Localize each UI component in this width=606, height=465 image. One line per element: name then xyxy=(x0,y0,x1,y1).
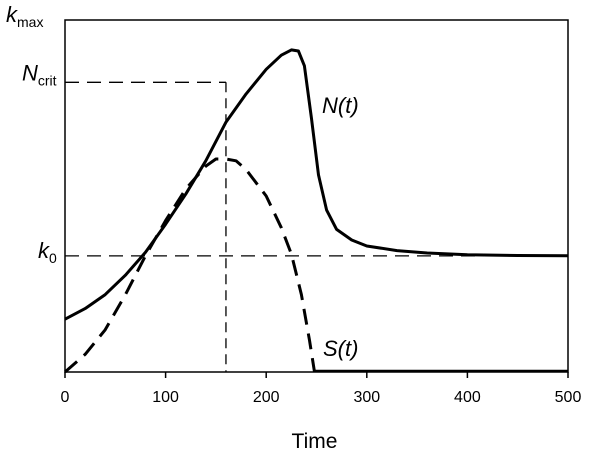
y-label-ncrit: Ncrit xyxy=(22,60,57,88)
x-axis-title: Time xyxy=(292,430,338,453)
reference-lines xyxy=(65,81,568,372)
plot-series xyxy=(64,48,569,374)
x-tick-label: 100 xyxy=(152,389,179,406)
series-line-s xyxy=(64,157,316,374)
y-label-k0: k0 xyxy=(38,238,57,266)
y-axis-labels: kmax Ncrit k0 xyxy=(6,2,57,266)
y-label-kmax: kmax xyxy=(6,2,43,30)
plot-frame xyxy=(64,19,569,373)
x-tick-label: 400 xyxy=(454,389,481,406)
series-label-s: S(t) xyxy=(323,336,358,361)
x-tick-label: 500 xyxy=(555,389,582,406)
x-tick-label: 200 xyxy=(253,389,280,406)
series-line-n xyxy=(64,48,569,321)
series-label-n: N(t) xyxy=(322,93,359,118)
x-tick-label: 300 xyxy=(353,389,380,406)
x-ticks: 0 100 200 300 400 500 xyxy=(61,372,582,406)
x-tick-label: 0 xyxy=(61,389,70,406)
series-labels: N(t) S(t) xyxy=(322,93,359,361)
